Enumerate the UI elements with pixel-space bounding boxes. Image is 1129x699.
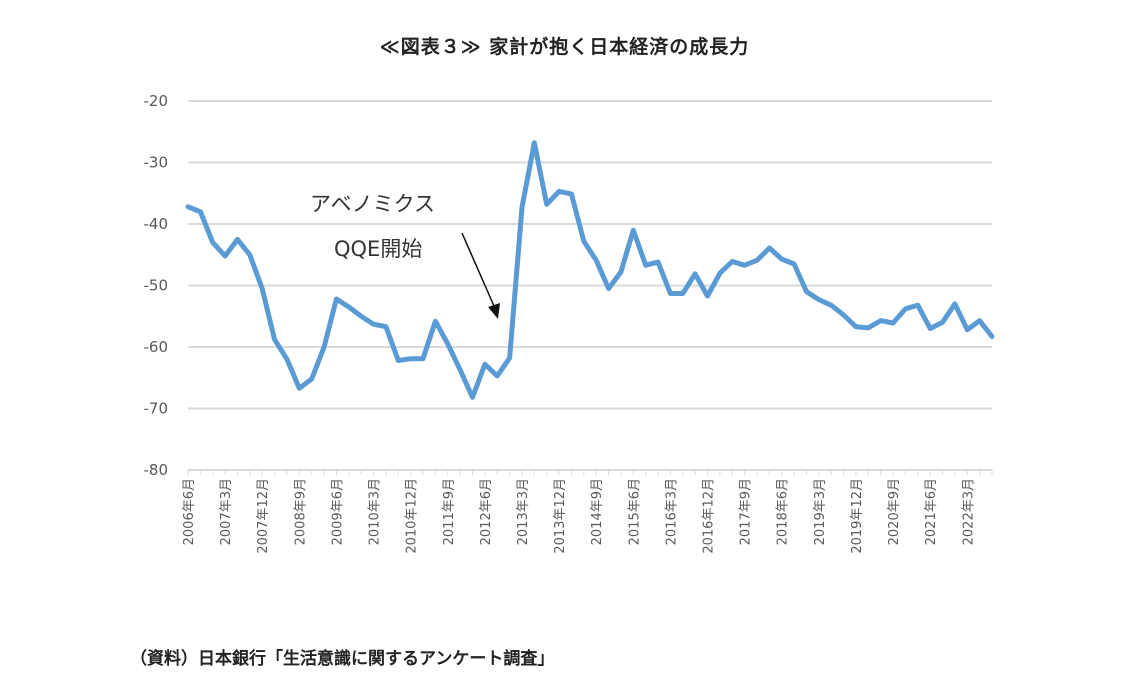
x-tick-label: 2021年6月 [924,478,939,545]
x-tick-label: 2020年9月 [887,478,902,545]
y-axis: -20 -30 -40 -50 -60 -70 -80 [144,92,169,479]
x-tick-label: 2008年9月 [293,478,308,545]
annotation-arrow-shaft [461,232,495,307]
x-tick-label: 2012年6月 [479,478,494,545]
x-tick-label: 2016年12月 [702,478,717,554]
annotation: アベノミクス QQE開始 [310,192,500,319]
x-tick-label: 2010年3月 [368,478,383,545]
annotation-qqe: QQE開始 [334,237,422,261]
y-tick-label: -60 [144,338,169,356]
x-tick-label: 2006年6月 [182,478,197,545]
x-tick-label: 2007年12月 [256,478,271,554]
x-tick-label: 2009年6月 [330,478,345,545]
x-tick-label: 2015年6月 [627,478,642,545]
annotation-arrow-head [488,303,500,319]
x-tick-label: 2013年3月 [516,478,531,545]
annotation-abenomics: アベノミクス [310,192,435,216]
chart-title: ≪図表３≫ 家計が抱く日本経済の成長力 [379,36,750,58]
series-line [185,140,995,400]
x-tick-label: 2007年3月 [219,478,234,545]
series-layer [185,140,995,400]
x-axis: 2006年6月 2007年3月 2007年12月 2008年9月 2009年6月 2010… [182,470,993,554]
x-tick-label: 2022年3月 [961,478,976,545]
x-tick-label: 2014年9月 [590,478,605,545]
x-tick-label: 2019年3月 [813,478,828,545]
y-tick-label: -40 [144,215,169,233]
y-tick-label: -50 [144,277,169,295]
x-tick-label: 2017年9月 [739,478,754,545]
y-tick-label: -70 [144,400,169,418]
y-tick-label: -30 [144,154,169,172]
x-tick-label: 2016年3月 [664,478,679,545]
grid-lines [188,100,992,471]
source-note: （資料）日本銀行「生活意識に関するアンケート調査」 [130,649,555,669]
x-tick-label: 2018年6月 [776,478,791,545]
y-tick-label: -80 [144,461,169,479]
x-tick-label: 2010年12月 [405,478,420,554]
y-tick-label: -20 [144,92,169,110]
x-tick-label: 2019年12月 [850,478,865,554]
x-tick-label: 2011年9月 [442,478,457,545]
x-tick-label: 2013年12月 [553,478,568,554]
